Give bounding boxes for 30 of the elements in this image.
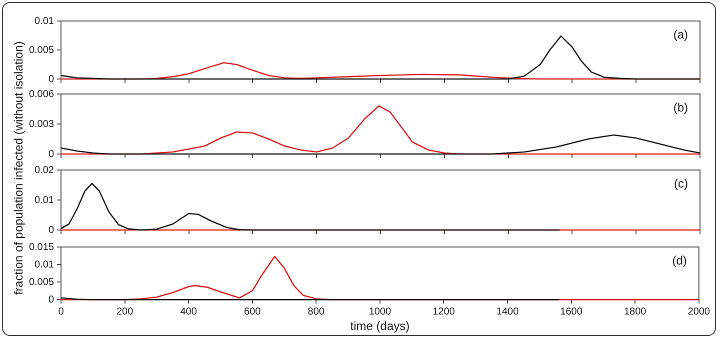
- y-tick-label: 0.015: [28, 242, 54, 253]
- x-tick-label: 200: [116, 306, 134, 318]
- y-tick-label: 0.005: [28, 44, 54, 56]
- x-tick-label: 800: [308, 306, 325, 318]
- y-tick-label: 0: [48, 74, 54, 85]
- y-tick-label: 0.005: [28, 276, 54, 288]
- x-tick-label: 1200: [432, 306, 456, 318]
- x-tick-label: 2000: [688, 306, 710, 318]
- y-tick-label: 0.006: [28, 88, 54, 100]
- x-tick-label: 600: [244, 306, 262, 318]
- x-tick-label: 1800: [624, 306, 647, 318]
- y-tick-label: 0: [48, 294, 54, 306]
- y-tick-label: 0: [48, 224, 54, 236]
- y-tick-label: 0.01: [34, 16, 54, 27]
- x-tick-label: 1600: [560, 306, 583, 318]
- y-tick-label: 0.003: [28, 118, 54, 130]
- annotation: (c): [674, 176, 688, 190]
- annotation: (a): [673, 27, 688, 42]
- x-tick-label: 0: [58, 306, 64, 318]
- x-tick-label: 400: [180, 306, 198, 318]
- y-tick-label: 0.02: [34, 164, 54, 176]
- x-tick-label: 1400: [496, 306, 520, 318]
- x-axis-title: time (days): [350, 319, 410, 334]
- annotation: (b): [673, 100, 688, 114]
- y-axis-title: fraction of population infected (without isolation): [11, 40, 26, 294]
- y-tick-label: 0.01: [34, 259, 54, 270]
- y-tick-label: 0.01: [34, 194, 54, 206]
- x-tick-label: 1000: [368, 306, 392, 318]
- annotation: (d): [672, 253, 687, 268]
- y-tick-label: 0: [48, 148, 54, 160]
